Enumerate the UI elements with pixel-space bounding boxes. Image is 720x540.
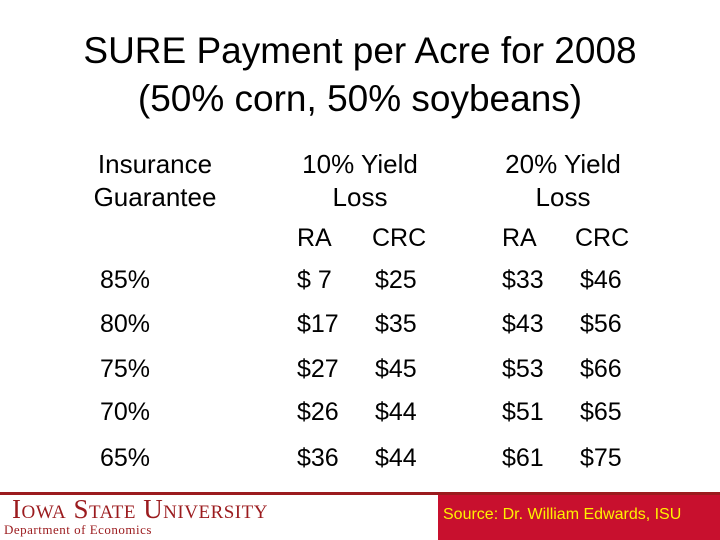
university: Iowa State University <box>12 494 268 524</box>
row-label: 85% <box>100 266 151 294</box>
table-cell: $44 <box>375 444 417 472</box>
footer-rule <box>0 492 720 495</box>
table-cell: $44 <box>375 398 417 426</box>
department: Department of Economics <box>4 522 152 537</box>
table-cell: $61 <box>502 444 544 472</box>
table-cell: $26 <box>297 398 339 426</box>
table-cell: $66 <box>580 355 622 383</box>
row-label: 80% <box>100 310 151 338</box>
source-box <box>438 495 720 540</box>
subcolumn-header: CRC <box>372 224 427 252</box>
column-header: Insurance Guarantee <box>93 149 217 212</box>
table-cell: $53 <box>502 355 544 383</box>
table-cell: $25 <box>375 266 417 294</box>
column-header: 10% Yield Loss <box>302 149 418 212</box>
table-cell: $17 <box>297 310 339 338</box>
table-cell: $33 <box>502 266 544 294</box>
table-cell: $27 <box>297 355 339 383</box>
table-cell: $75 <box>580 444 622 472</box>
subcolumn-header: RA <box>502 224 537 252</box>
subcolumn-header: CRC <box>575 224 630 252</box>
table-cell: $65 <box>580 398 622 426</box>
row-label: 70% <box>100 398 151 426</box>
table-cell: $45 <box>375 355 417 383</box>
table-cell: $43 <box>502 310 544 338</box>
row-label: 65% <box>100 444 151 472</box>
subcolumn-header: RA <box>297 224 332 252</box>
table-cell: $56 <box>580 310 622 338</box>
column-header: 20% Yield Loss <box>505 149 621 212</box>
table-cell: $ 7 <box>297 266 332 294</box>
source: Source: Dr. William Edwards, ISU <box>443 506 682 523</box>
title-line: (50% corn, 50% soybeans) <box>137 78 583 119</box>
row-label: 75% <box>100 355 151 383</box>
table-cell: $46 <box>580 266 622 294</box>
title-line: SURE Payment per Acre for 2008 <box>83 30 637 71</box>
table-cell: $35 <box>375 310 417 338</box>
table-cell: $36 <box>297 444 339 472</box>
table-cell: $51 <box>502 398 544 426</box>
